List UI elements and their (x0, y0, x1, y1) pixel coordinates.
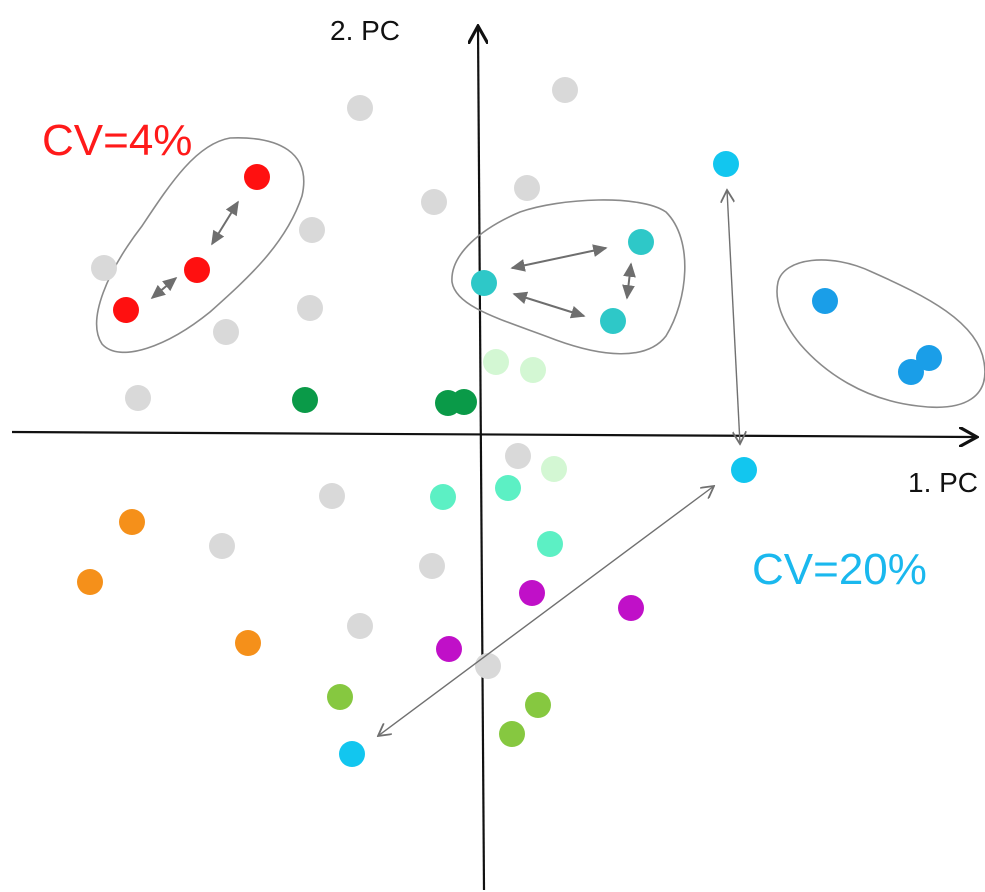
blue-point-3 (898, 359, 924, 385)
blue-point-2 (916, 345, 942, 371)
teal-point-2 (471, 270, 497, 296)
x-axis (11, 432, 975, 437)
blue-point-1 (812, 288, 838, 314)
high-cv-annotation: CV=20% (752, 545, 927, 594)
grey-point-3 (421, 189, 447, 215)
red-cluster-outline (95, 137, 305, 354)
low-cv-annotation: CV=4% (42, 116, 192, 165)
y-axis-label: 2. PC (330, 15, 400, 46)
pale-green-point-2 (520, 357, 546, 383)
grey-point-15 (475, 653, 501, 679)
grey-point-2 (552, 77, 578, 103)
grey-point-12 (209, 533, 235, 559)
orange-point-2 (77, 569, 103, 595)
pale-green-point-1 (483, 349, 509, 375)
grey-point-4 (514, 175, 540, 201)
lime-point-3 (499, 721, 525, 747)
red-arrow-2 (211, 200, 239, 246)
grey-point-9 (125, 385, 151, 411)
grey-point-1 (347, 95, 373, 121)
teal-arrow-3 (622, 262, 636, 300)
grey-point-6 (91, 255, 117, 281)
teal-point-3 (600, 308, 626, 334)
grey-point-14 (347, 613, 373, 639)
grey-point-13 (419, 553, 445, 579)
aquamarine-point-3 (537, 531, 563, 557)
points-layer (77, 77, 942, 767)
cyan-point-2 (731, 457, 757, 483)
x-axis-label: 1. PC (908, 467, 978, 498)
teal-cluster-outline (451, 199, 686, 355)
y-axis (478, 28, 484, 891)
purple-point-2 (618, 595, 644, 621)
dark-green-point-1 (292, 387, 318, 413)
cyan-point-3 (339, 741, 365, 767)
orange-point-3 (235, 630, 261, 656)
grey-point-5 (299, 217, 325, 243)
grey-point-11 (319, 483, 345, 509)
lime-point-1 (327, 684, 353, 710)
lime-point-2 (525, 692, 551, 718)
grey-point-10 (505, 443, 531, 469)
orange-point-1 (119, 509, 145, 535)
purple-point-3 (436, 636, 462, 662)
aquamarine-point-1 (430, 484, 456, 510)
aquamarine-point-2 (495, 475, 521, 501)
teal-point-1 (628, 229, 654, 255)
pale-green-point-3 (541, 456, 567, 482)
grey-point-7 (297, 295, 323, 321)
cyan-point-1 (713, 151, 739, 177)
red-point-3 (113, 297, 139, 323)
cyan-arrow-vertical (727, 190, 740, 444)
red-point-1 (244, 164, 270, 190)
teal-arrow-2 (512, 291, 586, 319)
distance-arrows (150, 190, 740, 736)
teal-arrow-1 (510, 244, 608, 272)
blue-cluster-outline (776, 259, 985, 408)
red-arrow-1 (150, 276, 178, 300)
red-point-2 (184, 257, 210, 283)
cyan-arrow-diagonal (378, 486, 714, 736)
dark-green-point-3 (451, 389, 477, 415)
grey-point-8 (213, 319, 239, 345)
purple-point-1 (519, 580, 545, 606)
